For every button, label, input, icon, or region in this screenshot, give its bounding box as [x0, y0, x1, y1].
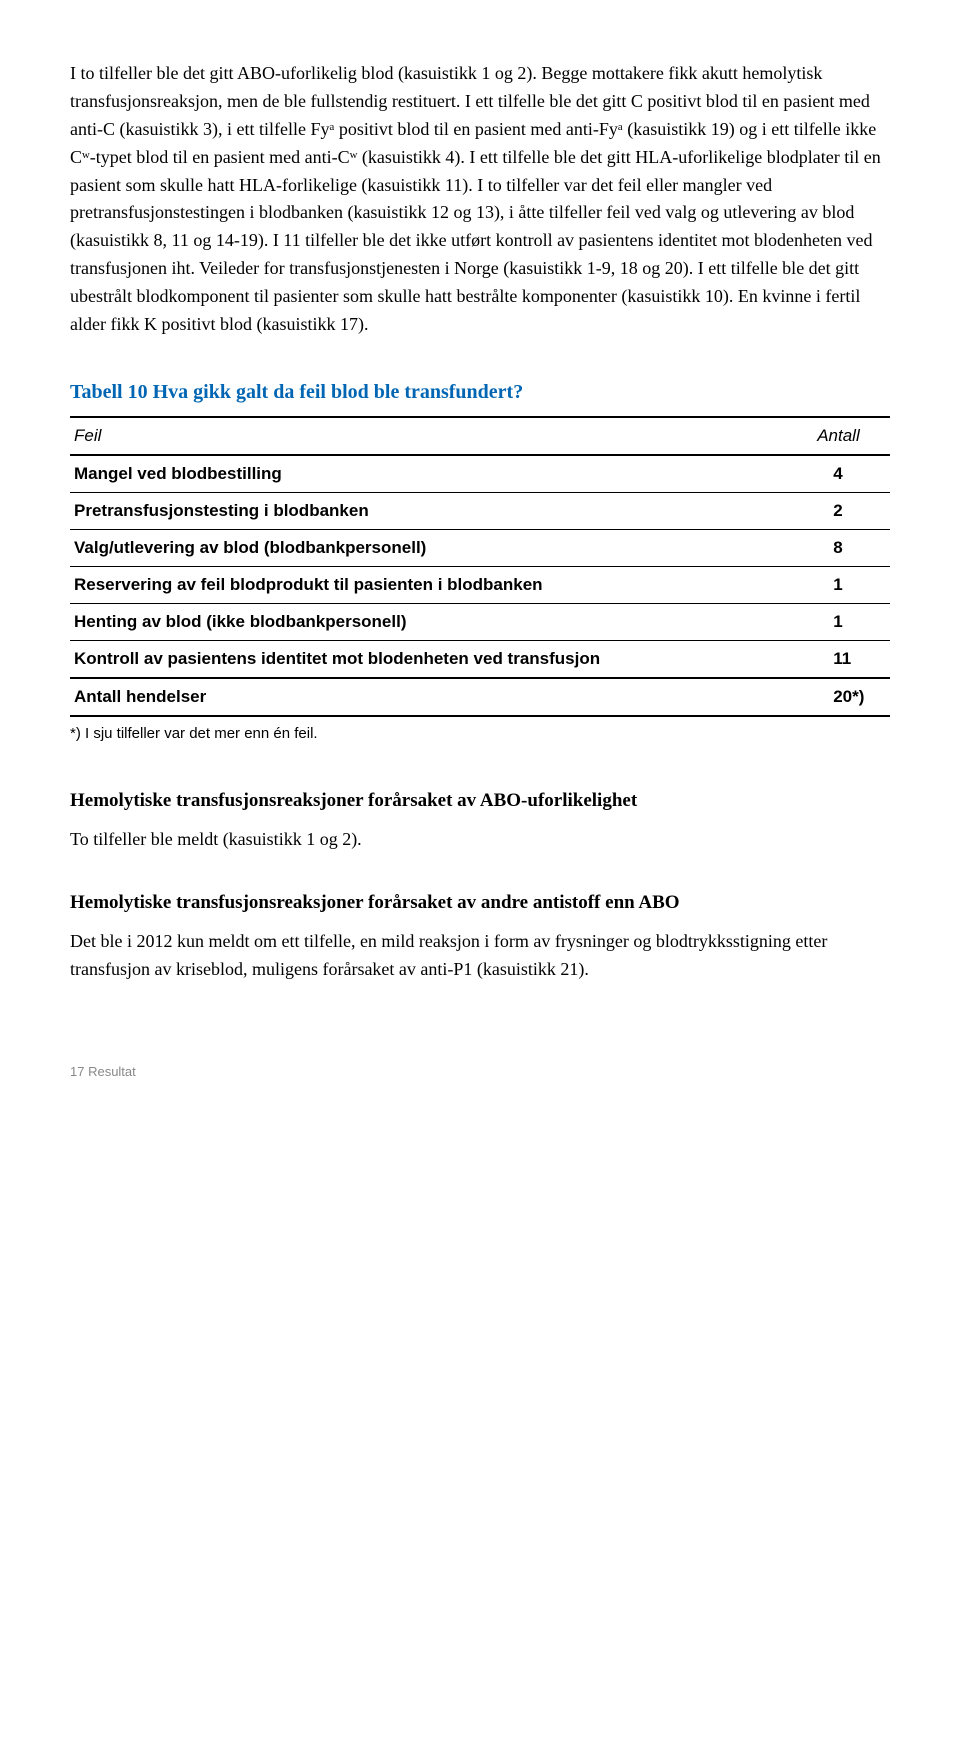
table-row: Mangel ved blodbestilling 4 [70, 455, 890, 493]
section1-heading: Hemolytiske transfusjonsreaksjoner forår… [70, 790, 890, 812]
col-header-antall: Antall [813, 417, 890, 455]
row-label: Henting av blod (ikke blodbankpersonell) [70, 603, 813, 640]
row-value: 1 [813, 603, 890, 640]
table-row: Valg/utlevering av blod (blodbankpersone… [70, 529, 890, 566]
table-row: Pretransfusjonstesting i blodbanken 2 [70, 492, 890, 529]
row-label: Pretransfusjonstesting i blodbanken [70, 492, 813, 529]
row-value: 2 [813, 492, 890, 529]
total-value: 20*) [813, 678, 890, 716]
section2-heading: Hemolytiske transfusjonsreaksjoner forår… [70, 892, 890, 914]
row-label: Kontroll av pasientens identitet mot blo… [70, 640, 813, 678]
page-footer: 17 Resultat [70, 1064, 890, 1079]
body-paragraph: I to tilfeller ble det gitt ABO-uforlike… [70, 60, 890, 339]
row-value: 8 [813, 529, 890, 566]
table-row: Reservering av feil blodprodukt til pasi… [70, 566, 890, 603]
section1-text: To tilfeller ble meldt (kasuistikk 1 og … [70, 826, 890, 854]
table-total-row: Antall hendelser 20*) [70, 678, 890, 716]
section2-text: Det ble i 2012 kun meldt om ett tilfelle… [70, 928, 890, 984]
row-value: 11 [813, 640, 890, 678]
table-row: Henting av blod (ikke blodbankpersonell)… [70, 603, 890, 640]
row-value: 1 [813, 566, 890, 603]
table-footnote: *) I sju tilfeller var det mer enn én fe… [70, 725, 890, 742]
row-label: Mangel ved blodbestilling [70, 455, 813, 493]
total-label: Antall hendelser [70, 678, 813, 716]
row-value: 4 [813, 455, 890, 493]
row-label: Reservering av feil blodprodukt til pasi… [70, 566, 813, 603]
table-title: Tabell 10 Hva gikk galt da feil blod ble… [70, 381, 890, 404]
table-row: Kontroll av pasientens identitet mot blo… [70, 640, 890, 678]
error-table: Feil Antall Mangel ved blodbestilling 4 … [70, 416, 890, 717]
col-header-feil: Feil [70, 417, 813, 455]
row-label: Valg/utlevering av blod (blodbankpersone… [70, 529, 813, 566]
